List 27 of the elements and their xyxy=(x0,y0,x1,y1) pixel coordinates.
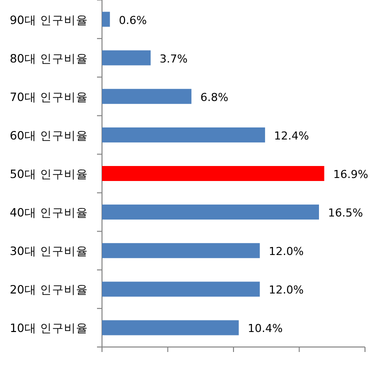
data-label: 10.4% xyxy=(248,322,283,336)
bar xyxy=(102,282,260,297)
y-tick-label: 60대 인구비율 xyxy=(10,128,88,142)
data-label: 16.5% xyxy=(328,206,363,220)
bar xyxy=(102,88,192,104)
y-tick-label: 10대 인구비율 xyxy=(10,321,88,336)
y-tick-label: 30대 인구비율 xyxy=(10,244,88,258)
y-tick-label: 70대 인구비율 xyxy=(10,90,88,104)
data-label: 6.8% xyxy=(200,90,228,104)
y-tick-label: 90대 인구비율 xyxy=(10,12,88,27)
data-label: 0.6% xyxy=(118,14,147,27)
data-label: 12.0% xyxy=(268,284,304,297)
bar xyxy=(102,204,319,220)
data-label: 3.7% xyxy=(160,52,188,66)
bar xyxy=(102,12,110,27)
data-label: 12.4% xyxy=(274,129,310,142)
data-label: 12.0% xyxy=(268,245,304,258)
y-tick-label: 80대 인구비율 xyxy=(10,51,88,66)
data-label: 16.9% xyxy=(333,168,368,181)
y-tick-label: 40대 인구비율 xyxy=(10,206,88,220)
bar xyxy=(102,127,266,142)
bar xyxy=(102,243,260,258)
y-tick-label: 20대 인구비율 xyxy=(10,282,88,297)
y-tick-label: 50대 인구비율 xyxy=(10,167,88,181)
bar xyxy=(102,320,239,336)
bar xyxy=(102,166,324,181)
bar xyxy=(102,50,151,66)
